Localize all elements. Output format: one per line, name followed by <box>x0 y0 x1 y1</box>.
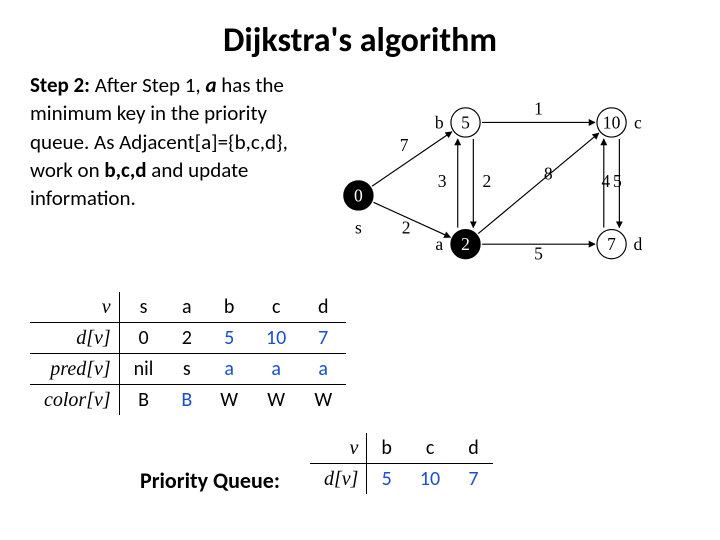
svg-text:2: 2 <box>483 171 492 191</box>
state-table: vsabcdd[v]025107pred[v]nilsaaacolor[v]BB… <box>30 292 690 415</box>
priority-queue-table: vbcdd[v]5107 <box>310 433 493 494</box>
svg-text:s: s <box>355 217 362 237</box>
svg-text:1: 1 <box>534 99 543 119</box>
svg-text:4: 4 <box>601 171 610 191</box>
svg-text:8: 8 <box>544 163 553 183</box>
svg-text:5: 5 <box>613 171 622 191</box>
svg-text:0: 0 <box>354 185 363 205</box>
svg-text:10: 10 <box>603 112 621 132</box>
svg-text:5: 5 <box>534 244 543 264</box>
svg-text:c: c <box>634 112 642 132</box>
graph-diagram: 7232185450s2a5b10c7d <box>300 71 690 286</box>
svg-text:2: 2 <box>461 234 470 254</box>
svg-text:b: b <box>435 112 444 132</box>
svg-text:3: 3 <box>438 171 447 191</box>
svg-text:a: a <box>435 234 443 254</box>
svg-text:d: d <box>633 234 642 254</box>
svg-text:2: 2 <box>402 217 411 237</box>
svg-text:5: 5 <box>461 112 470 132</box>
svg-text:7: 7 <box>607 234 616 254</box>
step-description: Step 2: After Step 1, a has the minimum … <box>30 71 290 286</box>
step-label: Step 2: <box>30 72 90 98</box>
svg-text:7: 7 <box>400 135 409 155</box>
priority-queue-label: Priority Queue: <box>140 467 280 494</box>
slide-title: Dijkstra's algorithm <box>30 20 690 61</box>
